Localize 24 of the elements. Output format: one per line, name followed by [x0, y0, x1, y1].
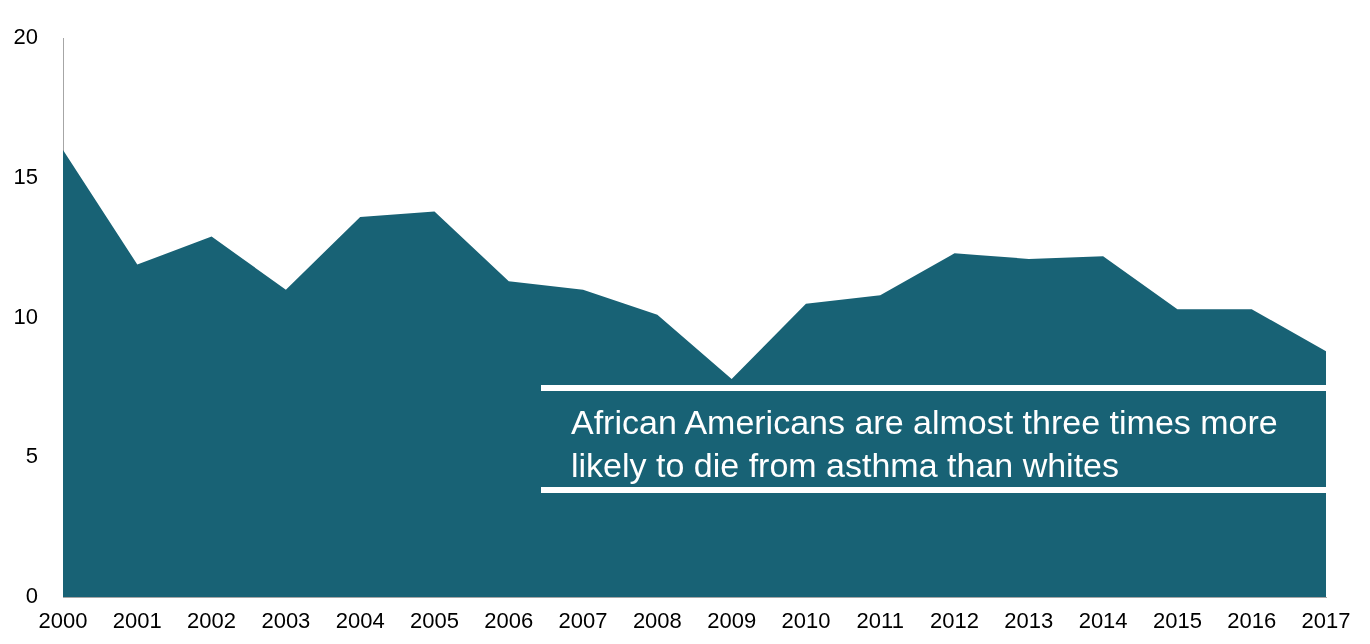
x-tick-label: 2014	[1078, 608, 1128, 634]
x-tick-label: 2002	[187, 608, 237, 634]
x-tick-label: 2010	[781, 608, 831, 634]
x-tick-label: 2011	[856, 608, 904, 634]
y-tick-label: 10	[13, 303, 38, 329]
x-tick-label: 2004	[335, 608, 385, 634]
x-tick-label: 2015	[1152, 608, 1202, 634]
x-tick-label: 2006	[484, 608, 534, 634]
x-tick-label: 2009	[707, 608, 757, 634]
annotation: African Americans are almost three times more likely to die from asthma than whites	[571, 402, 1279, 486]
y-tick-label: 20	[13, 24, 38, 50]
x-tick-label: 2007	[558, 608, 608, 634]
x-tick-label: 2003	[261, 608, 311, 634]
x-tick-label: 2017	[1301, 608, 1351, 634]
x-tick-label: 2001	[112, 608, 162, 634]
x-tick-label: 2000	[38, 608, 88, 634]
y-tick-label: 15	[13, 163, 38, 189]
x-tick-label: 2012	[930, 608, 980, 634]
y-tick-label: 0	[25, 583, 38, 609]
y-tick-label: 5	[25, 443, 38, 469]
x-tick-label: 2013	[1004, 608, 1054, 634]
x-tick-label: 2016	[1227, 608, 1277, 634]
x-tick-label: 2005	[409, 608, 459, 634]
x-tick-label: 2008	[632, 608, 682, 634]
